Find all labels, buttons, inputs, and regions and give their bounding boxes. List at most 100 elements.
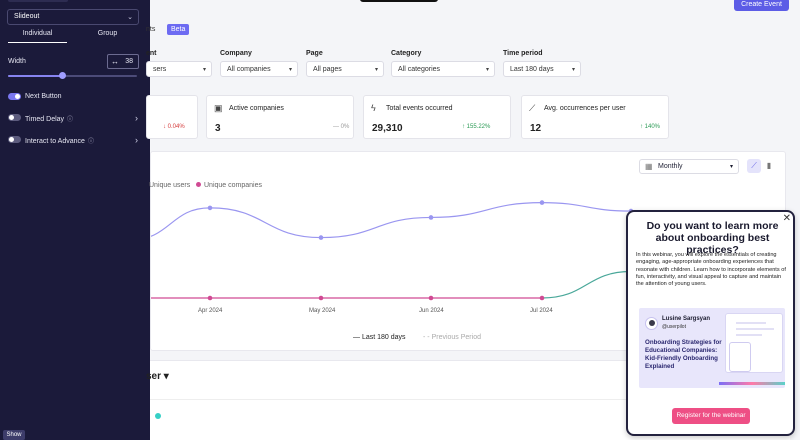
company-filter-value: All companies	[227, 66, 271, 73]
interact-to-advance-row[interactable]: Interact to Advance ⓘ ›	[8, 135, 140, 145]
chevron-right-icon[interactable]: ›	[135, 113, 138, 123]
chevron-down-icon: ▾	[729, 164, 733, 170]
legend-unique-companies[interactable]: Unique companies	[196, 182, 262, 189]
width-input[interactable]: ↔ 38	[107, 54, 139, 69]
calendar-icon: ▦	[645, 162, 653, 171]
users-filter[interactable]: sers ▾	[146, 61, 212, 77]
filter-label-category: Category	[391, 50, 422, 57]
legend-label: Last 180 days	[361, 334, 406, 341]
company-filter[interactable]: All companies ▾	[220, 61, 298, 77]
interact-to-advance-toggle[interactable]	[8, 136, 21, 143]
tab-group[interactable]: Group	[97, 30, 118, 37]
section-title[interactable]: ser ▾	[146, 371, 169, 382]
webinar-banner: Lusine Sargsyan @userpilot Onboarding St…	[639, 308, 785, 388]
page-filter[interactable]: All pages ▾	[306, 61, 384, 77]
metric-delta-value: 0%	[340, 124, 350, 130]
width-slider[interactable]	[8, 72, 137, 79]
metric-card-active-companies: ▣ Active companies 3 — 0%	[206, 95, 354, 139]
metric-value: 3	[215, 123, 221, 134]
chevron-down-icon: ⌄	[127, 14, 133, 21]
time-period-filter-value: Last 180 days	[510, 66, 554, 73]
legend-current-period[interactable]: — Last 180 days	[353, 334, 406, 341]
chevron-down-icon: ▾	[571, 67, 575, 73]
chevron-right-icon[interactable]: ›	[135, 135, 138, 145]
speaker-avatar	[645, 317, 658, 330]
app-mockup-card	[729, 342, 751, 372]
legend-unique-users[interactable]: Unique users	[149, 182, 191, 189]
legend-label: Previous Period	[431, 334, 481, 341]
series-line-unique-users	[151, 201, 632, 239]
metric-delta-value: 155.22%	[466, 124, 491, 130]
metric-title: Active companies	[229, 105, 284, 112]
experience-type-select[interactable]: Slideout ⌄	[7, 9, 139, 25]
caret-down-icon: ▾	[163, 371, 169, 382]
toggle-knob	[9, 137, 14, 142]
bar-chart-view-button[interactable]: ▮	[766, 161, 772, 170]
page-filter-value: All pages	[313, 66, 342, 73]
next-button-row[interactable]: Next Button	[8, 92, 140, 102]
chevron-down-icon: ▾	[485, 67, 489, 73]
metric-delta: — 0%	[333, 124, 350, 130]
chevron-down-icon: ▾	[374, 67, 378, 73]
granularity-select[interactable]: ▦ Monthly ▾	[639, 159, 739, 174]
next-button-toggle[interactable]	[8, 93, 21, 100]
x-tick-label: Jul 2024	[530, 308, 553, 314]
legend-label: Unique companies	[204, 182, 262, 189]
banner-color-bar	[719, 382, 785, 385]
metric-delta: ↑ 155.22%	[462, 124, 491, 130]
create-event-button[interactable]: Create Event	[734, 0, 789, 11]
tab-events[interactable]: nts	[146, 26, 156, 33]
users-filter-value: sers	[153, 66, 167, 73]
metric-card-avg-occurrences: ⟋ Avg. occurrences per user 12 ↑ 140%	[521, 95, 669, 139]
data-point-companies-3[interactable]	[428, 295, 434, 301]
series-line-trend	[541, 270, 632, 299]
x-tick-label: Jun 2024	[419, 308, 444, 314]
tab-individual[interactable]: Individual	[0, 30, 75, 43]
interact-to-advance-label: Interact to Advance	[25, 138, 85, 145]
top-toolbar[interactable]	[360, 0, 438, 2]
building-icon: ▣	[214, 103, 223, 113]
time-period-filter[interactable]: Last 180 days ▾	[503, 61, 581, 77]
banner-heading: Onboarding Strategies for Educational Co…	[645, 339, 722, 370]
data-point-users-2[interactable]	[318, 235, 324, 240]
metric-title: Avg. occurrences per user	[544, 105, 626, 112]
width-slider-handle[interactable]	[59, 72, 67, 79]
toggle-knob	[15, 94, 20, 99]
data-point	[155, 413, 161, 419]
granularity-value: Monthly	[658, 163, 683, 170]
metric-delta-value: 140%	[644, 124, 661, 130]
close-icon[interactable]: ✕	[782, 213, 791, 224]
metric-value: 29,310	[372, 123, 403, 134]
info-icon[interactable]: ⓘ	[67, 117, 74, 123]
next-button-label: Next Button	[25, 93, 62, 100]
line-chart	[151, 200, 634, 301]
builder-sidebar: Slideout ⌄ Individual Group Width ↔ 38 N…	[0, 0, 150, 440]
info-icon[interactable]: ⓘ	[87, 139, 94, 145]
metric-delta-value: 0.04%	[167, 124, 185, 130]
data-point-users-1[interactable]	[207, 205, 213, 211]
filter-label-time-period: Time period	[503, 50, 543, 57]
timed-delay-label: Timed Delay	[25, 116, 65, 123]
show-button[interactable]: Show	[3, 430, 25, 440]
data-point-companies-1[interactable]	[207, 295, 213, 301]
legend-previous-period[interactable]: - - Previous Period	[423, 334, 481, 341]
timed-delay-toggle[interactable]	[8, 114, 21, 121]
width-slider-fill	[8, 75, 63, 77]
data-point-users-3[interactable]	[428, 215, 434, 220]
category-filter[interactable]: All categories ▾	[391, 61, 495, 77]
toggle-knob	[9, 115, 14, 120]
register-webinar-button[interactable]: Register for the webinar	[672, 408, 750, 424]
line-chart-view-button[interactable]: ⟋	[747, 159, 761, 173]
resize-horizontal-icon: ↔	[111, 57, 119, 66]
category-filter-value: All categories	[398, 66, 441, 73]
legend-dot	[196, 182, 201, 187]
trend-icon: ⟋	[529, 103, 536, 113]
experience-type-value: Slideout	[14, 13, 40, 20]
timed-delay-row[interactable]: Timed Delay ⓘ ›	[8, 113, 140, 123]
data-point-companies-2[interactable]	[318, 295, 324, 301]
sidebar-section-header	[8, 0, 68, 2]
data-point-users-4[interactable]	[539, 200, 545, 205]
webinar-slideout: ✕ Do you want to learn more about onboar…	[626, 210, 795, 436]
metric-card-unique-users: ↓ 0.04%	[146, 95, 198, 139]
data-point-companies-4[interactable]	[539, 295, 545, 301]
